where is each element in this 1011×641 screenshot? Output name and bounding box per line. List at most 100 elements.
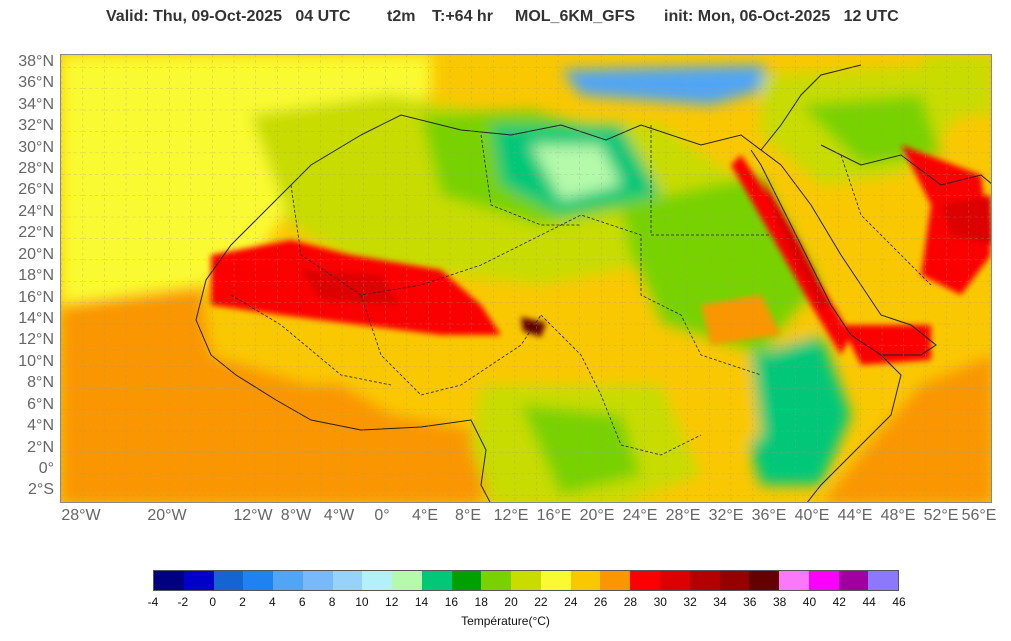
lat-label: 0° <box>38 460 54 477</box>
colorbar-tick-label: 36 <box>743 595 757 609</box>
temperature-map <box>60 54 992 503</box>
lat-label: 16°N <box>18 289 54 306</box>
lat-label: 8°N <box>27 374 54 391</box>
colorbar-swatch <box>392 571 422 590</box>
colorbar-swatch <box>630 571 661 590</box>
lon-label: 0° <box>374 507 390 524</box>
lat-label: 22°N <box>18 224 54 241</box>
colorbar-tick-label: 32 <box>683 595 697 609</box>
colorbar-tick-label: 34 <box>713 595 727 609</box>
lon-label: 40°E <box>794 507 830 524</box>
lat-label: 26°N <box>18 181 54 198</box>
temperature-colorbar <box>153 570 899 591</box>
lon-label: 20°W <box>147 507 187 524</box>
colorbar-tick-label: 46 <box>892 595 906 609</box>
lon-label: 16°E <box>536 507 572 524</box>
colorbar-swatch <box>213 571 244 590</box>
valid-time: Valid: Thu, 09-Oct-2025 04 UTC <box>106 8 351 25</box>
lat-label: 2°N <box>27 439 54 456</box>
colorbar-tick-label: 20 <box>504 595 518 609</box>
colorbar-swatch <box>302 571 333 590</box>
lon-label: 4°E <box>412 507 438 524</box>
colorbar-tick-label: -4 <box>147 595 159 609</box>
colorbar-swatch <box>660 571 690 590</box>
lat-label: 20°N <box>18 246 54 263</box>
colorbar-swatch <box>243 571 274 590</box>
colorbar-tick-label: -2 <box>177 595 189 609</box>
lat-label: 24°N <box>18 203 54 220</box>
lat-label: 18°N <box>18 267 54 284</box>
colorbar-swatch <box>689 571 720 590</box>
colorbar-swatch <box>838 571 869 590</box>
lat-label: 28°N <box>18 160 54 177</box>
colorbar-tick-label: 10 <box>355 595 369 609</box>
colorbar-swatch <box>570 571 601 590</box>
colorbar-swatch <box>779 571 809 590</box>
lon-label: 12°W <box>233 507 273 524</box>
lat-label: 32°N <box>18 117 54 134</box>
lon-label: 48°E <box>880 507 916 524</box>
colorbar-swatch <box>332 571 363 590</box>
lat-label: 30°N <box>18 139 54 156</box>
lon-label: 52°E <box>923 507 959 524</box>
colorbar-swatch <box>451 571 482 590</box>
colorbar-swatch <box>481 571 512 590</box>
colorbar-tick-label: 14 <box>414 595 429 609</box>
colorbar-tick-label: 40 <box>802 595 817 609</box>
colorbar-tick-label: 18 <box>474 595 488 609</box>
colorbar-tick-label: 28 <box>623 595 638 609</box>
colorbar-swatch <box>808 571 839 590</box>
lat-label: 38°N <box>18 53 54 70</box>
lat-label: 2°S <box>28 481 54 498</box>
lat-lon-grid <box>61 55 991 502</box>
colorbar-swatch <box>511 571 541 590</box>
lon-label: 20°E <box>579 507 615 524</box>
colorbar-tick-label: 30 <box>653 595 667 609</box>
colorbar-tick-label: 6 <box>298 595 306 609</box>
lat-label: 10°N <box>18 353 54 370</box>
forecast-hour: T:+64 hr <box>432 8 493 25</box>
lon-label: 56°E <box>961 507 997 524</box>
lat-label: 36°N <box>18 74 54 91</box>
init-time: init: Mon, 06-Oct-2025 12 UTC <box>664 8 899 25</box>
colorbar-title: Température(°C) <box>461 614 550 628</box>
lon-label: 12°E <box>493 507 529 524</box>
lat-label: 12°N <box>18 331 54 348</box>
colorbar-tick-label: 22 <box>534 595 548 609</box>
colorbar-tick-label: 8 <box>328 595 336 609</box>
colorbar-tick-label: 0 <box>209 595 217 609</box>
colorbar-tick-label: 38 <box>772 595 787 609</box>
lon-label: 28°E <box>665 507 701 524</box>
colorbar-tick-label: 4 <box>269 595 276 609</box>
lon-label: 44°E <box>837 507 873 524</box>
temperature-field <box>61 55 991 502</box>
colorbar-swatch <box>154 571 184 590</box>
colorbar-tick-label: 16 <box>444 595 459 609</box>
lon-label: 36°E <box>751 507 787 524</box>
colorbar-tick-label: 42 <box>832 595 846 609</box>
lon-label: 28°W <box>61 507 101 524</box>
colorbar-tick-label: 44 <box>862 595 876 609</box>
variable-name: t2m <box>387 8 416 25</box>
lat-label: 6°N <box>27 396 54 413</box>
lon-label: 8°E <box>455 507 481 524</box>
lon-label: 8°W <box>280 507 312 524</box>
colorbar-swatch <box>273 571 303 590</box>
colorbar-swatch <box>749 571 780 590</box>
colorbar-tick-label: 2 <box>239 595 246 609</box>
model-name: MOL_6KM_GFS <box>515 8 636 25</box>
colorbar-swatch <box>600 571 631 590</box>
lon-label: 4°W <box>323 507 355 524</box>
lon-label: 24°E <box>622 507 658 524</box>
colorbar-swatch <box>421 571 452 590</box>
colorbar-tick-label: 26 <box>593 595 608 609</box>
colorbar-swatch <box>868 571 899 590</box>
colorbar-swatch <box>719 571 750 590</box>
colorbar-swatch <box>183 571 214 590</box>
colorbar-tick-label: 24 <box>564 595 578 609</box>
colorbar-tick-label: 12 <box>385 595 399 609</box>
lon-label: 32°E <box>708 507 744 524</box>
lat-label: 34°N <box>18 96 54 113</box>
lat-label: 4°N <box>27 417 54 434</box>
map-header: Valid: Thu, 09-Oct-2025 04 UTC t2m T:+64… <box>0 8 1011 30</box>
